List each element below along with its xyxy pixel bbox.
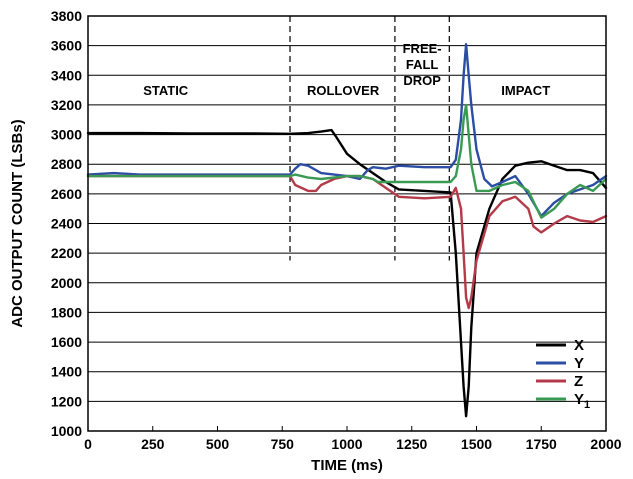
y-axis-title: ADC OUTPUT COUNT (LSBs) (9, 119, 26, 327)
y-tick-label: 3000 (51, 127, 82, 143)
y-tick-label: 1200 (51, 393, 82, 409)
y-tick-label: 1400 (51, 364, 82, 380)
phase-label: IMPACT (501, 83, 550, 98)
x-tick-label: 250 (141, 436, 165, 452)
phase-label: ROLLOVER (307, 83, 380, 98)
y-tick-label: 1000 (51, 423, 82, 439)
legend-label-name: Y (574, 355, 584, 372)
legend-label: Y (574, 355, 584, 372)
legend-label: Z (574, 373, 583, 390)
legend-label: X (574, 337, 584, 354)
legend-label-name: Y (574, 391, 584, 408)
legend-label-name: Z (574, 373, 583, 390)
x-axis-title: TIME (ms) (311, 457, 383, 474)
legend-label-name: X (574, 337, 584, 354)
x-tick-label: 1750 (526, 436, 557, 452)
series-lines (86, 43, 608, 418)
axis-ticks: 1000 1200 1400 1600 1800 2000 2200 2400 2600 2800… (51, 8, 622, 452)
y-tick-label: 1600 (51, 334, 82, 350)
y-tick-label: 2000 (51, 275, 82, 291)
series-line-y1 (86, 103, 608, 219)
y-tick-label: 2800 (51, 156, 82, 172)
series-line-x (86, 128, 608, 418)
y-tick-label: 3600 (51, 38, 82, 54)
grid-lines (88, 15, 606, 432)
phase-dividers (289, 16, 450, 261)
series-line-z (86, 174, 608, 310)
x-tick-label: 1500 (461, 436, 492, 452)
phase-label: DROP (403, 73, 441, 88)
legend-label-subscript: 1 (584, 399, 590, 411)
x-tick-label: 750 (271, 436, 295, 452)
x-tick-label: 500 (206, 436, 230, 452)
x-tick-label: 2000 (590, 436, 621, 452)
y-tick-label: 2400 (51, 216, 82, 232)
series-line-y (86, 43, 608, 218)
phase-label: FALL (406, 57, 439, 72)
x-tick-label: 1250 (396, 436, 427, 452)
y-tick-label: 2200 (51, 245, 82, 261)
y-tick-label: 3400 (51, 67, 82, 83)
phase-label: STATIC (143, 83, 189, 98)
y-tick-label: 3200 (51, 97, 82, 113)
y-tick-label: 1800 (51, 304, 82, 320)
x-tick-label: 0 (84, 436, 92, 452)
y-tick-label: 2600 (51, 186, 82, 202)
y-tick-label: 3800 (51, 8, 82, 24)
x-tick-label: 1000 (331, 436, 362, 452)
phase-label: FREE- (403, 41, 442, 56)
legend-label: Y1 (574, 391, 590, 411)
